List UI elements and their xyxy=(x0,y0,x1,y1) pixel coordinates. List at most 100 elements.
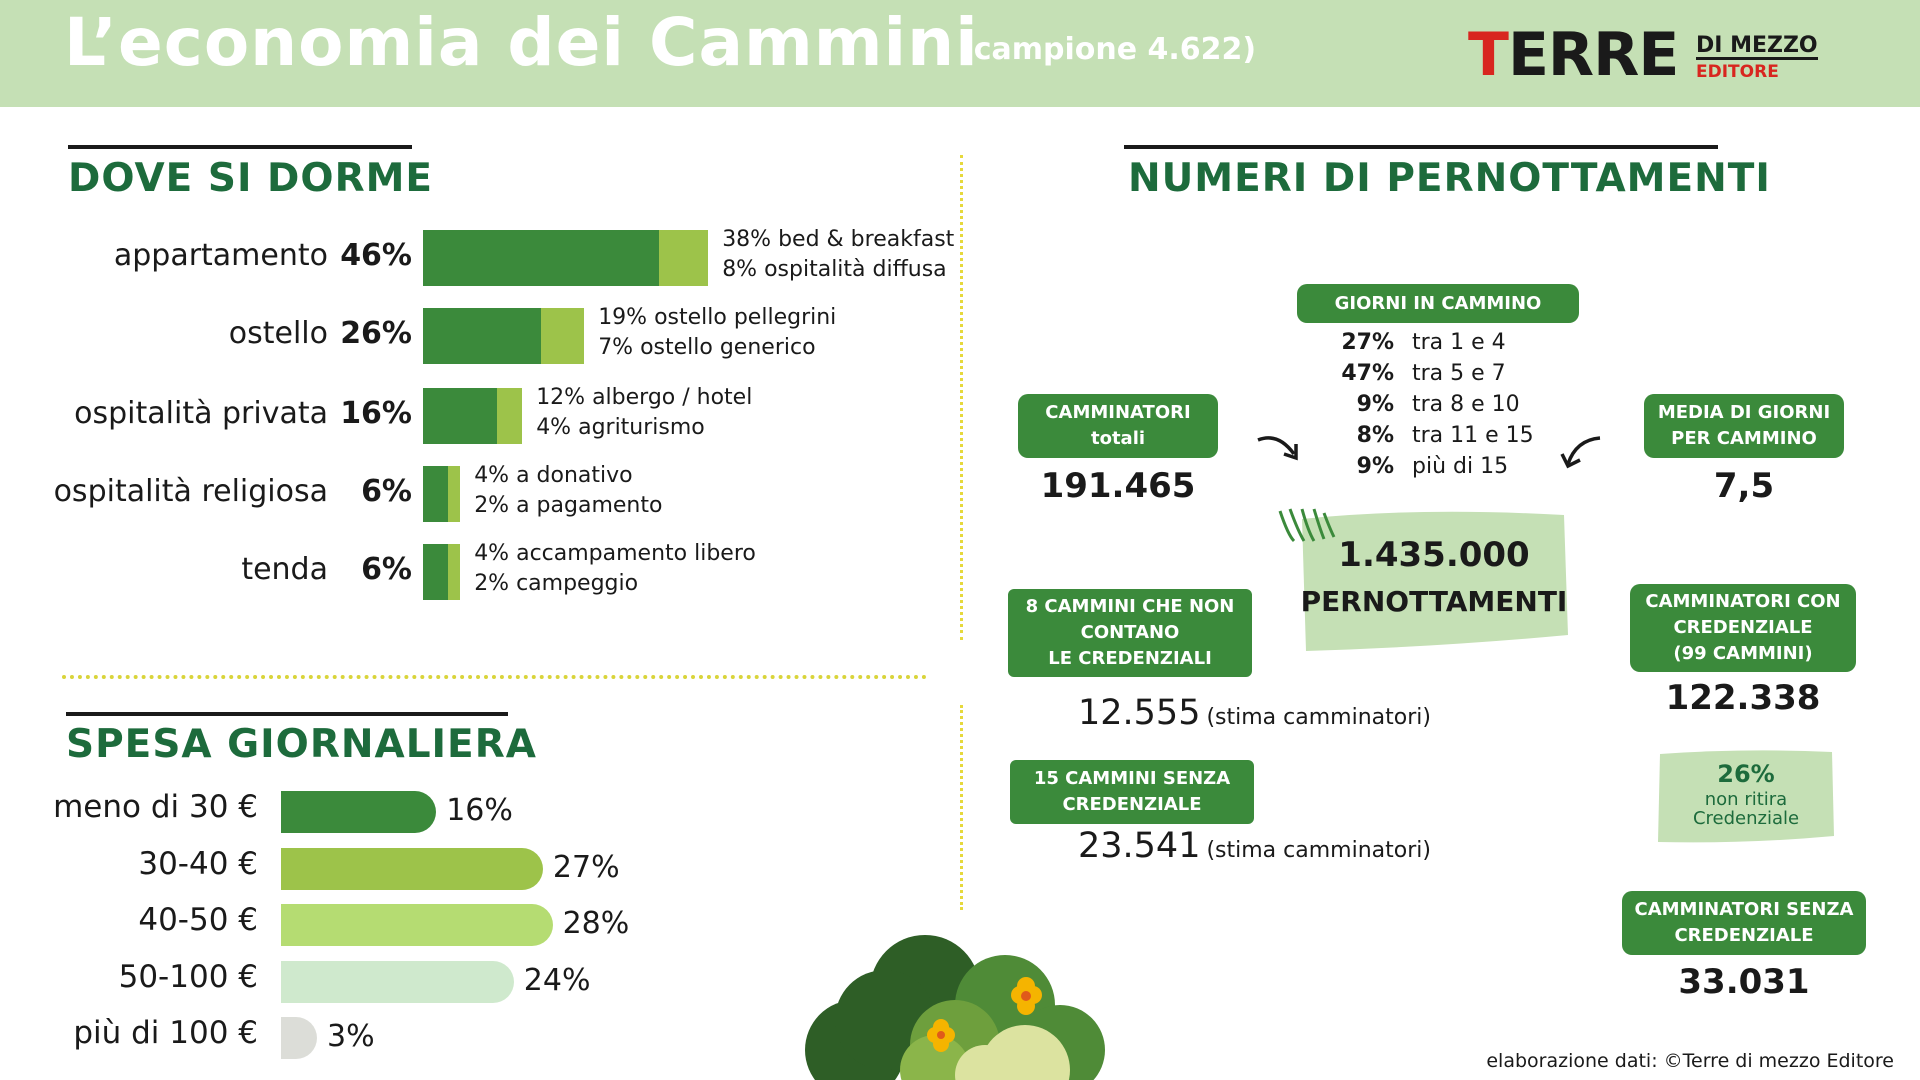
giorni-row: 9% più di 15 xyxy=(1334,454,1508,479)
arrow-left-icon xyxy=(1560,436,1601,469)
dove-breakdown-primary: 4% accampamento libero xyxy=(474,541,756,566)
dove-bar-segment-secondary xyxy=(658,230,709,286)
dove-bar-segment-secondary xyxy=(447,466,461,522)
dove-breakdown-note: 38% bed & breakfast 8% ospitalità diffusa xyxy=(722,225,954,285)
bush-illustration xyxy=(805,935,1105,1080)
spesa-bar xyxy=(281,961,514,1003)
giorni-label-box: GIORNI IN CAMMINO xyxy=(1297,284,1579,323)
dove-total-label: 26% xyxy=(340,316,412,351)
pernottamenti-totali-label: PERNOTTAMENTI xyxy=(1300,585,1568,618)
dove-bar-segment-primary xyxy=(423,466,448,522)
dove-bar-segment-primary xyxy=(423,230,659,286)
dove-total-label: 46% xyxy=(340,238,412,273)
giorni-range: tra 5 e 7 xyxy=(1412,361,1506,386)
dove-breakdown-secondary: 4% agriturismo xyxy=(536,415,705,440)
header-bar: L’economia dei Cammini (campione 4.622) … xyxy=(0,0,1920,107)
page-title: L’economia dei Cammini xyxy=(64,4,979,81)
giorni-pct: 27% xyxy=(1341,330,1394,355)
spesa-value-label: 3% xyxy=(327,1019,375,1054)
giorni-pct: 8% xyxy=(1356,423,1394,448)
spesa-category-label: meno di 30 € xyxy=(53,789,258,825)
credits: elaborazione dati: ©Terre di mezzo Edito… xyxy=(1486,1050,1894,1072)
spesa-category-label: 30-40 € xyxy=(138,846,258,882)
giorni-row: 47% tra 5 e 7 xyxy=(1334,361,1506,386)
spesa-bar xyxy=(281,904,553,946)
dove-bar-segment-primary xyxy=(423,544,448,600)
dove-bar-segment-primary xyxy=(423,388,498,444)
giorni-range: tra 1 e 4 xyxy=(1412,330,1506,355)
spesa-category-label: 50-100 € xyxy=(118,959,258,995)
dove-bar xyxy=(423,230,709,286)
dove-breakdown-secondary: 7% ostello generico xyxy=(598,335,816,360)
vertical-divider-bottom xyxy=(960,705,963,910)
logo-line-2: EDITORE xyxy=(1696,62,1779,82)
cammini-non-contano-box: 8 CAMMINI CHE NON CONTANO LE CREDENZIALI xyxy=(1008,589,1252,677)
camminatori-con-credenziale-value: 122.338 xyxy=(1665,678,1821,718)
dove-breakdown-primary: 19% ostello pellegrini xyxy=(598,305,837,330)
flower-icon xyxy=(927,1019,955,1052)
giorni-row: 8% tra 11 e 15 xyxy=(1334,423,1534,448)
dove-category-label: appartamento xyxy=(113,238,328,273)
spesa-category-label: 40-50 € xyxy=(138,902,258,938)
dove-breakdown-primary: 12% albergo / hotel xyxy=(536,385,753,410)
media-giorni-box: MEDIA DI GIORNI PER CAMMINO xyxy=(1644,394,1844,458)
grass-icon xyxy=(1278,508,1336,543)
dove-total-label: 6% xyxy=(361,474,412,509)
non-ritira-highlight xyxy=(1658,750,1834,843)
dove-bar xyxy=(423,308,585,364)
dove-breakdown-secondary: 8% ospitalità diffusa xyxy=(722,257,947,282)
spesa-value-label: 24% xyxy=(523,963,591,998)
dove-bar-segment-secondary xyxy=(447,544,461,600)
dove-breakdown-note: 4% accampamento libero 2% campeggio xyxy=(474,539,756,599)
arrow-right-icon xyxy=(1257,436,1298,461)
dove-category-label: ospitalità privata xyxy=(74,396,328,431)
spesa-bar xyxy=(281,848,543,890)
spesa-value-label: 28% xyxy=(562,906,630,941)
spesa-title: SPESA GIORNALIERA xyxy=(66,722,537,767)
dove-bar-segment-secondary xyxy=(540,308,585,364)
pernott-title: NUMERI DI PERNOTTAMENTI xyxy=(1128,156,1771,201)
giorni-row: 9% tra 8 e 10 xyxy=(1334,392,1520,417)
logo-line-1: DI MEZZO xyxy=(1696,34,1818,61)
cammini-senza-credenziale-box: 15 CAMMINI SENZA CREDENZIALE xyxy=(1010,760,1254,824)
pernottamenti-highlight xyxy=(1302,511,1568,651)
flower-icon xyxy=(1011,977,1042,1015)
dove-breakdown-note: 4% a donativo 2% a pagamento xyxy=(474,461,662,521)
pernottamenti-totali-value: 1.435.000 xyxy=(1338,535,1530,575)
vertical-divider-top xyxy=(960,155,963,640)
non-ritira-pct: 26% xyxy=(1717,760,1775,788)
dove-bar-segment-primary xyxy=(423,308,541,364)
cammini-senza-credenziale-value: 23.541 (stima camminatori) xyxy=(1078,826,1431,866)
giorni-row: 27% tra 1 e 4 xyxy=(1334,330,1506,355)
dove-title: DOVE SI DORME xyxy=(68,156,434,201)
dove-breakdown-primary: 4% a donativo xyxy=(474,463,633,488)
horizontal-divider xyxy=(62,675,927,679)
dove-total-label: 16% xyxy=(340,396,412,431)
giorni-pct: 47% xyxy=(1341,361,1394,386)
dove-bar xyxy=(423,466,461,522)
cammini-non-contano-value: 12.555 (stima camminatori) xyxy=(1078,693,1431,733)
spesa-rule xyxy=(66,712,508,716)
camminatori-totali-box: CAMMINATORI totali xyxy=(1018,394,1218,458)
dove-bar xyxy=(423,388,523,444)
dove-category-label: tenda xyxy=(241,552,328,587)
dove-breakdown-secondary: 2% a pagamento xyxy=(474,493,663,518)
dove-category-label: ostello xyxy=(228,316,328,351)
giorni-range: tra 8 e 10 xyxy=(1412,392,1520,417)
spesa-bar xyxy=(281,1017,317,1059)
giorni-pct: 9% xyxy=(1356,454,1394,479)
dove-bar-segment-secondary xyxy=(497,388,523,444)
camminatori-senza-credenziale-value: 33.031 xyxy=(1678,962,1810,1002)
giorni-range: tra 11 e 15 xyxy=(1412,423,1534,448)
spesa-bar xyxy=(281,791,437,833)
dove-breakdown-primary: 38% bed & breakfast xyxy=(722,227,955,252)
camminatori-con-credenziale-box: CAMMINATORI CON CREDENZIALE (99 CAMMINI) xyxy=(1630,584,1856,672)
dove-category-label: ospitalità religiosa xyxy=(53,474,328,509)
spesa-value-label: 16% xyxy=(446,793,513,828)
camminatori-senza-credenziale-box: CAMMINATORI SENZA CREDENZIALE xyxy=(1622,891,1866,955)
pernott-rule xyxy=(1124,145,1718,149)
giorni-pct: 9% xyxy=(1356,392,1394,417)
media-giorni-value: 7,5 xyxy=(1713,466,1775,506)
spesa-value-label: 27% xyxy=(552,850,620,885)
non-ritira-label: non ritira Credenziale xyxy=(1692,789,1800,829)
